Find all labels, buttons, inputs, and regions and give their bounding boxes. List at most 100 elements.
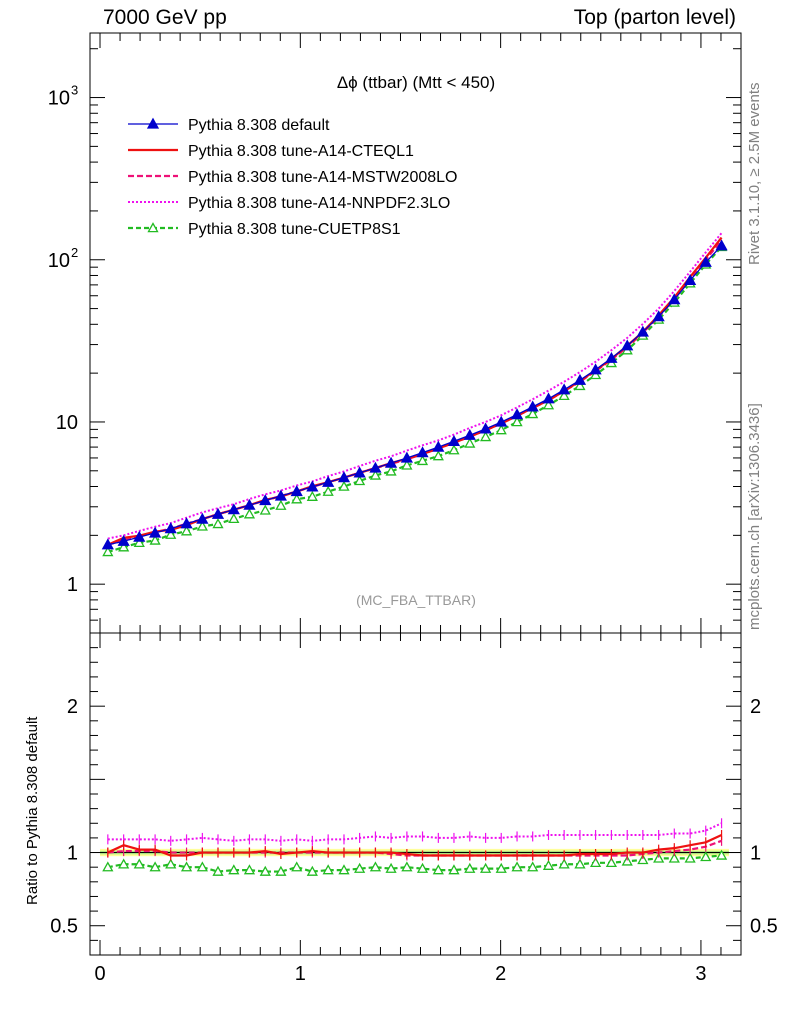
main-y-tick-label: 10	[56, 412, 78, 434]
series-0-point	[353, 466, 366, 478]
series-4-point	[102, 546, 114, 557]
series-4-point	[243, 508, 256, 519]
ratio-4-point	[401, 861, 413, 872]
ratio-4-point	[574, 858, 586, 869]
series-0-point	[306, 480, 319, 492]
ratio-y-tick-label: 0.5	[50, 916, 78, 938]
ratio-y-tick-label-right: 0.5	[750, 916, 778, 938]
series-line-4	[107, 246, 723, 554]
series-0-point	[526, 400, 539, 412]
series-0-point	[274, 489, 287, 501]
series-0-point	[196, 512, 209, 524]
ratio-4-point	[196, 861, 208, 872]
ratio-4-point	[165, 858, 177, 869]
series-0-point	[243, 498, 256, 510]
series-4-point	[369, 469, 382, 480]
series-0-point	[684, 274, 697, 286]
series-4-point	[589, 369, 602, 380]
ratio-4-point	[322, 864, 334, 875]
ratio-4-point	[212, 865, 224, 876]
ratio-y-tick-label-right: 2	[750, 696, 761, 718]
legend-label-0: Pythia 8.308 default	[188, 117, 330, 134]
series-0-point	[416, 446, 429, 458]
series-0-point	[542, 392, 555, 404]
series-4-point	[558, 389, 570, 401]
x-tick-label: 0	[94, 963, 105, 985]
ratio-4-point	[605, 856, 618, 868]
series-0-point	[605, 351, 618, 363]
ratio-4-point	[369, 861, 382, 872]
ratio-4-point	[118, 858, 130, 869]
ratio-4-point	[243, 864, 256, 875]
series-0-point	[384, 456, 398, 468]
ratio-plot-frame	[89, 632, 742, 956]
ratio-4-point	[480, 862, 492, 873]
series-4-point	[118, 541, 130, 552]
series-4-point	[306, 490, 318, 501]
ratio-4-point	[684, 852, 696, 863]
ratio-4-point	[306, 865, 318, 876]
series-4-point	[495, 424, 507, 435]
series-4-point	[228, 512, 240, 524]
ratio-4-point	[259, 865, 271, 876]
series-4-point	[574, 379, 586, 391]
legend-label-3: Pythia 8.308 tune-A14-NNPDF2.3LO	[188, 195, 450, 212]
series-0-point	[369, 461, 382, 473]
series-4-point	[338, 480, 350, 491]
ratio-4-point	[180, 861, 193, 872]
series-4-point	[259, 504, 271, 515]
series-0-point	[148, 526, 162, 538]
series-line-1	[107, 236, 723, 546]
main-y-tick-exponent: 3	[71, 83, 78, 98]
series-4-point	[464, 437, 476, 448]
series-0-point	[573, 373, 587, 385]
series-0-point	[400, 451, 413, 463]
series-0-point	[101, 538, 114, 550]
legend-label-1: Pythia 8.308 tune-A14-CTEQL1	[188, 143, 414, 160]
series-0-point	[668, 293, 681, 305]
series-line-3	[107, 232, 723, 540]
main-y-tick-label: 10	[48, 88, 70, 110]
series-0-point	[133, 530, 146, 542]
series-4-point	[322, 485, 334, 496]
ratio-4-point	[700, 851, 712, 862]
series-0-point	[259, 494, 272, 506]
series-0-point	[652, 310, 665, 322]
header-right: Top (parton level)	[573, 6, 736, 29]
series-4-point	[511, 416, 523, 427]
series-0-point	[211, 507, 225, 519]
ratio-4-point	[338, 864, 350, 875]
header-left: 7000 GeV pp	[103, 6, 227, 29]
ratio-4-point	[464, 862, 476, 873]
ratio-4-point	[668, 852, 680, 863]
series-4-point	[275, 499, 287, 510]
series-0-point	[558, 383, 571, 395]
series-4-point	[432, 450, 444, 461]
ratio-4-point	[715, 849, 728, 860]
ratio-4-point	[495, 862, 507, 873]
series-0-point	[463, 428, 476, 440]
legend-marker-4	[147, 222, 159, 233]
ratio-4-point	[416, 862, 429, 873]
chart-watermark: (MC_FBA_TTBAR)	[356, 592, 476, 608]
series-0-point	[479, 422, 492, 434]
ratio-4-point	[432, 864, 444, 875]
series-0-point	[589, 363, 602, 375]
ratio-y-tick-label: 1	[67, 843, 78, 865]
series-4-point	[401, 459, 413, 470]
series-0-point	[699, 255, 712, 267]
ratio-4-point	[102, 861, 114, 872]
ratio-4-point	[621, 855, 633, 866]
series-0-point	[180, 517, 193, 529]
x-tick-label: 1	[295, 963, 306, 985]
series-line-2	[107, 239, 723, 546]
series-4-point	[149, 534, 161, 545]
ratio-4-point	[527, 861, 539, 872]
series-0-point	[447, 434, 461, 446]
ratio-4-point	[558, 858, 570, 869]
series-4-point	[448, 444, 460, 455]
series-4-point	[385, 465, 397, 476]
legend-label-4: Pythia 8.308 tune-CUETP8S1	[188, 221, 401, 238]
series-0-point	[510, 408, 524, 420]
